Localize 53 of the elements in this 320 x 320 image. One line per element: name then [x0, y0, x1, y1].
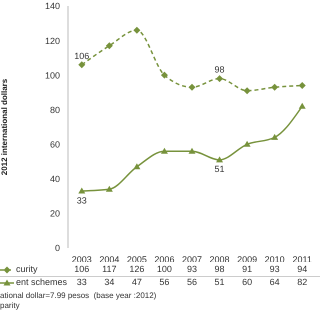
data-label: 64 — [268, 277, 281, 287]
y-tick-label: 140 — [44, 1, 60, 12]
point — [188, 84, 196, 91]
y-tick-label: 0 — [54, 243, 60, 254]
data-label: 100 — [156, 264, 173, 274]
point — [216, 75, 224, 82]
data-label: 106 — [73, 264, 90, 274]
point — [160, 148, 168, 154]
point — [298, 102, 306, 109]
data-label: 117 — [101, 264, 118, 274]
data-label: 56 — [158, 277, 170, 287]
data-label: 93 — [186, 264, 198, 274]
point — [160, 72, 168, 79]
text: parity — [0, 301, 20, 311]
y-tick-label: 80 — [50, 104, 60, 115]
point — [271, 84, 278, 91]
data-label: 91 — [241, 264, 254, 274]
y-tick-label: 20 — [50, 208, 60, 219]
point — [298, 82, 306, 90]
y-tick-label: 120 — [44, 36, 60, 46]
point — [106, 186, 113, 192]
annotation: 51 — [214, 164, 225, 174]
point — [133, 163, 140, 170]
y-tick-label: 60 — [50, 139, 60, 150]
data-label: 98 — [214, 264, 226, 274]
point — [106, 42, 113, 50]
point — [216, 156, 224, 162]
y-tick-label: 40 — [50, 174, 60, 184]
legend-label: curity — [16, 264, 38, 274]
text: ational dollar=7.99 pesos (base year :2012) — [0, 291, 156, 301]
data-label: 82 — [296, 277, 308, 287]
data-label: 60 — [241, 277, 254, 287]
data-label: 126 — [128, 264, 146, 274]
annotation: 98 — [214, 64, 225, 75]
data-label: 51 — [214, 277, 226, 287]
data-label: 93 — [268, 264, 281, 274]
y-axis-title: 2012 international dollars — [0, 78, 9, 176]
point — [78, 61, 86, 68]
data-label: 47 — [130, 277, 143, 287]
point — [271, 134, 278, 140]
point — [133, 26, 140, 34]
data-label: 94 — [296, 264, 308, 274]
data-label: 34 — [103, 277, 116, 287]
annotation: 106 — [74, 50, 90, 61]
point — [78, 187, 86, 194]
point — [188, 148, 196, 154]
point — [244, 140, 251, 147]
annotation: 33 — [76, 195, 87, 206]
data-label: 33 — [76, 277, 88, 287]
data-label: 56 — [186, 277, 198, 287]
point — [244, 87, 251, 94]
legend-label: ent schemes — [16, 277, 68, 287]
y-tick-label: 100 — [44, 70, 60, 80]
